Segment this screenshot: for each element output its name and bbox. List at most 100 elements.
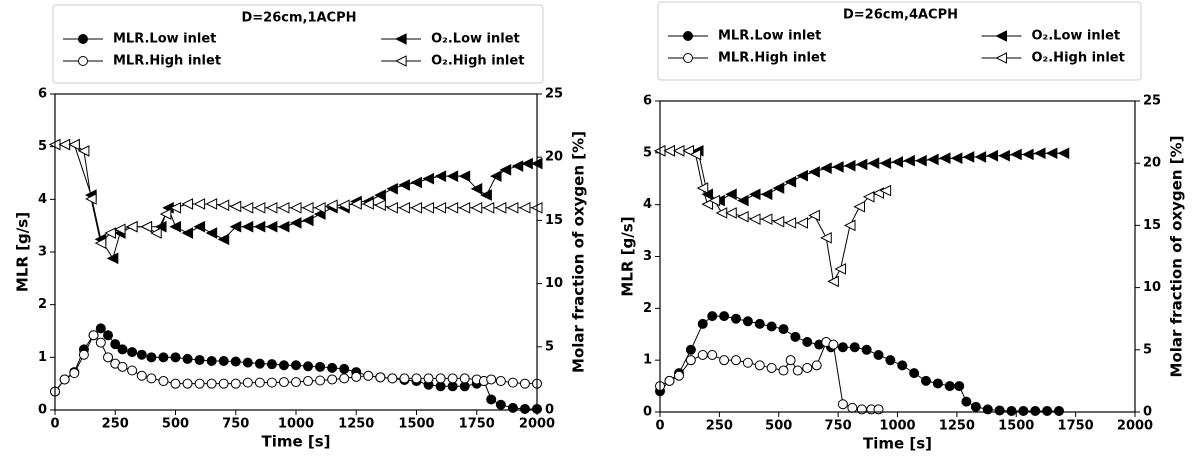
data-point: [140, 220, 153, 233]
data-point: [766, 321, 777, 332]
x-tick-label: 1250: [939, 419, 975, 434]
data-point: [387, 373, 398, 384]
data-point: [1045, 147, 1058, 160]
data-point: [998, 149, 1010, 162]
legend-label: O₂.Low inlet: [1032, 29, 1121, 44]
data-point: [820, 162, 832, 174]
x-tick-label: 250: [102, 417, 129, 432]
legend-label: O₂.High inlet: [431, 54, 524, 69]
y2-tick-label: 5: [1143, 342, 1152, 357]
series-line: [55, 144, 537, 260]
data-point: [486, 374, 497, 385]
data-point: [398, 201, 410, 214]
data-point: [519, 378, 530, 389]
data-point: [253, 220, 266, 233]
y-tick-label: 1: [643, 353, 652, 368]
data-point: [150, 227, 162, 239]
data-point: [1033, 147, 1046, 160]
data-point: [754, 360, 765, 371]
data-point: [158, 376, 169, 387]
data-point: [796, 217, 808, 229]
data-point: [277, 201, 290, 214]
x-tick-label: 500: [765, 419, 792, 434]
legend-marker: [995, 30, 1007, 42]
data-point: [241, 201, 254, 214]
data-point: [778, 365, 789, 376]
data-point: [742, 357, 753, 368]
data-point: [742, 316, 753, 327]
y-tick-label: 0: [38, 403, 47, 418]
data-point: [938, 152, 951, 165]
data-point: [127, 347, 138, 358]
y-tick-label: 6: [643, 94, 652, 109]
y2-tick-label: 20: [545, 150, 563, 165]
data-point: [253, 201, 266, 214]
data-point: [303, 361, 314, 372]
data-point: [820, 232, 832, 244]
data-point: [834, 263, 846, 275]
data-point: [494, 201, 507, 214]
y2-axis-label: Molar fraction of oxygen [%]: [1168, 136, 1186, 378]
data-point: [435, 373, 446, 384]
data-point: [95, 337, 106, 348]
data-point: [486, 394, 497, 405]
data-point: [104, 227, 116, 239]
data-point: [254, 358, 265, 369]
data-point: [459, 373, 470, 384]
data-point: [446, 170, 459, 182]
y-tick-label: 2: [38, 297, 47, 312]
x-tick-label: 500: [162, 417, 189, 432]
legend-marker: [995, 52, 1007, 64]
data-point: [301, 214, 314, 227]
legend-label: O₂.High inlet: [1032, 51, 1125, 66]
legend-title: D=26cm,1ACPH: [241, 11, 356, 26]
data-point: [181, 227, 194, 239]
data-point: [849, 342, 860, 353]
x-tick-label: 1000: [879, 419, 915, 434]
data-point: [422, 172, 435, 185]
data-point: [903, 154, 915, 167]
data-point: [398, 179, 410, 191]
x-tick-label: 2000: [1117, 419, 1153, 434]
data-point: [873, 349, 884, 360]
data-point: [423, 373, 434, 384]
data-point: [158, 352, 169, 363]
data-point: [760, 188, 773, 201]
series-line: [659, 315, 1059, 412]
data-point: [278, 360, 289, 371]
data-point: [217, 199, 230, 212]
data-point: [291, 377, 301, 388]
y-tick-label: 3: [38, 245, 47, 260]
data-point: [772, 182, 785, 194]
data-point: [301, 201, 314, 214]
data-point: [828, 339, 839, 350]
data-point: [1006, 405, 1017, 416]
data-point: [169, 201, 181, 214]
y-tick-label: 2: [643, 301, 652, 316]
data-point: [754, 318, 765, 329]
data-point: [375, 372, 386, 383]
data-point: [832, 161, 844, 173]
data-point: [422, 201, 435, 214]
data-point: [230, 356, 241, 367]
data-point: [229, 200, 242, 213]
legend-label: MLR.Low inlet: [113, 32, 216, 47]
x-tick-label: 1750: [1058, 419, 1094, 434]
data-point: [843, 219, 856, 232]
legend-title: D=26cm,4ACPH: [843, 8, 958, 23]
data-point: [88, 330, 99, 341]
data-point: [117, 344, 128, 355]
data-point: [350, 198, 362, 210]
data-point: [682, 144, 694, 157]
data-point: [986, 149, 998, 162]
data-point: [241, 220, 254, 233]
y-axis-label: MLR [g/s]: [14, 212, 32, 292]
data-point: [482, 201, 495, 214]
x-axis-label: Time [s]: [261, 433, 330, 451]
legend-marker: [78, 56, 88, 66]
data-point: [961, 396, 972, 407]
data-point: [790, 331, 801, 342]
data-point: [909, 368, 920, 379]
data-point: [277, 220, 290, 233]
